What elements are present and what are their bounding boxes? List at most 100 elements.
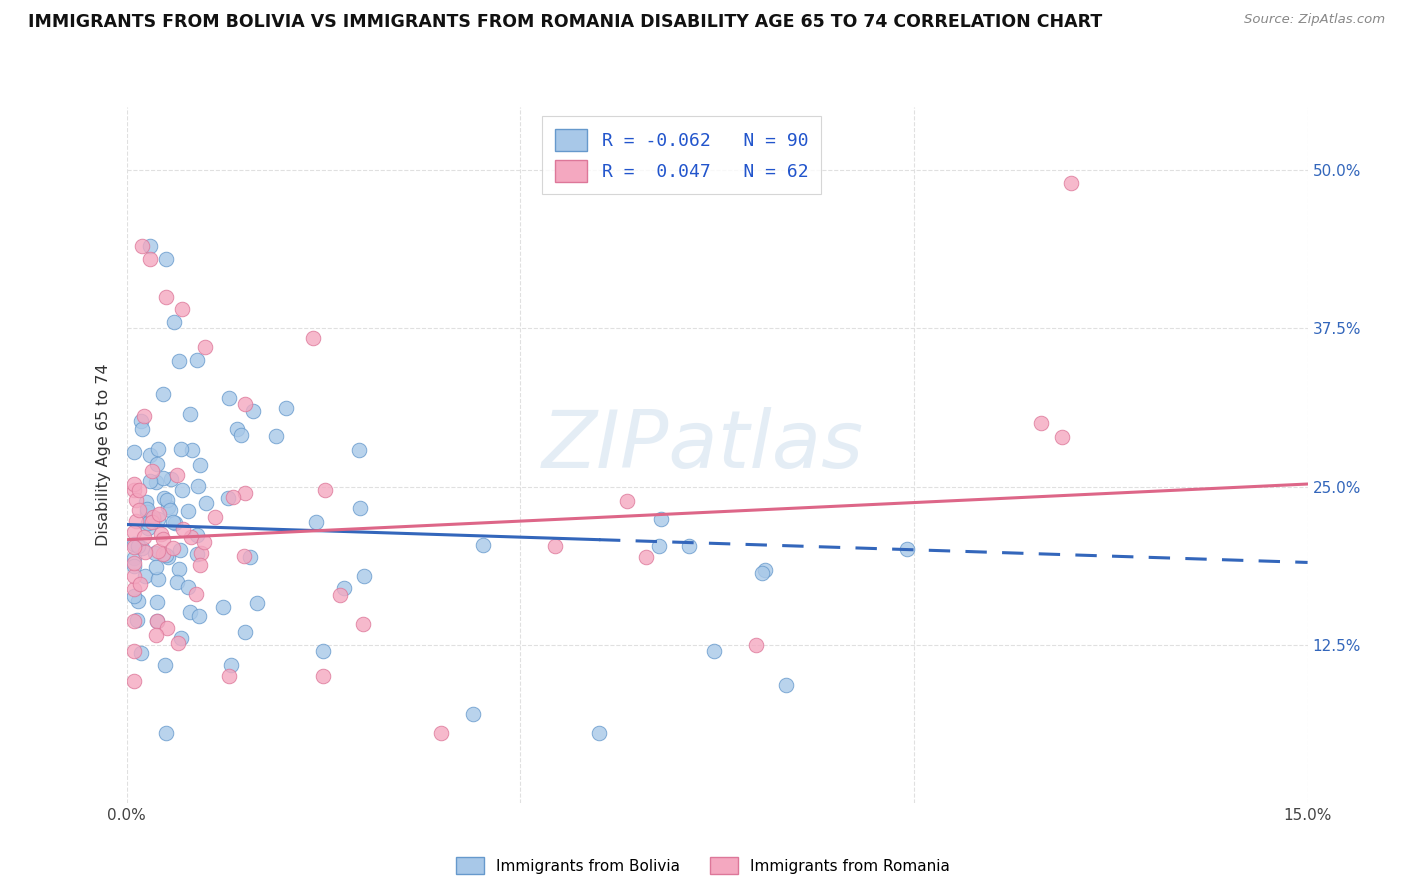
Point [169, 543, 191, 558]
Point [152, 387, 174, 401]
Point [544, 539, 567, 553]
Point [146, 614, 169, 628]
Text: Source: ZipAtlas.com: Source: ZipAtlas.com [1244, 13, 1385, 27]
Point [131, 541, 153, 555]
Point [190, 546, 212, 560]
Point [124, 537, 146, 551]
Point [648, 540, 671, 554]
Point [184, 587, 207, 601]
Text: ZIPatlas: ZIPatlas [541, 407, 865, 485]
Point [239, 550, 262, 565]
Point [233, 625, 256, 640]
Point [472, 538, 495, 552]
Point [179, 606, 201, 620]
Point [139, 252, 162, 266]
Point [135, 495, 157, 509]
Point [136, 505, 159, 519]
Point [187, 479, 209, 493]
Point [212, 599, 235, 614]
Point [159, 472, 181, 486]
Point [218, 391, 240, 405]
Point [156, 622, 179, 636]
Point [274, 401, 297, 416]
Point [179, 407, 201, 421]
Point [314, 483, 336, 497]
Point [170, 631, 193, 645]
Point [132, 530, 155, 544]
Point [233, 397, 256, 411]
Point [138, 474, 160, 488]
Point [264, 429, 287, 443]
Point [127, 594, 149, 608]
Point [148, 512, 170, 526]
Point [143, 546, 166, 560]
Point [134, 545, 156, 559]
Point [128, 483, 150, 498]
Point [157, 500, 180, 514]
Point [219, 657, 242, 672]
Point [301, 330, 323, 344]
Point [145, 628, 167, 642]
Point [146, 614, 169, 628]
Point [141, 515, 163, 529]
Point [124, 541, 146, 555]
Point [166, 574, 188, 589]
Point [124, 589, 146, 603]
Point [186, 353, 208, 368]
Point [650, 512, 672, 526]
Point [124, 643, 146, 657]
Point [152, 471, 174, 485]
Point [128, 503, 150, 517]
Point [430, 726, 453, 740]
Point [226, 422, 249, 436]
Point [177, 503, 200, 517]
Point [146, 595, 169, 609]
Point [124, 556, 146, 570]
Point [124, 551, 146, 566]
Point [127, 539, 149, 553]
Point [312, 644, 335, 658]
Point [134, 568, 156, 582]
Point [176, 580, 198, 594]
Point [775, 678, 797, 692]
Legend: R = -0.062   N = 90, R =  0.047   N = 62: R = -0.062 N = 90, R = 0.047 N = 62 [543, 116, 821, 194]
Point [172, 522, 194, 536]
Point [616, 494, 638, 508]
Point [163, 315, 186, 329]
Point [352, 616, 374, 631]
Point [162, 516, 184, 530]
Point [204, 510, 226, 524]
Point [127, 613, 149, 627]
Point [150, 526, 173, 541]
Point [124, 582, 146, 597]
Point [155, 252, 177, 266]
Point [329, 588, 352, 602]
Point [146, 458, 169, 472]
Point [246, 596, 269, 610]
Point [703, 644, 725, 658]
Text: IMMIGRANTS FROM BOLIVIA VS IMMIGRANTS FROM ROMANIA DISABILITY AGE 65 TO 74 CORRE: IMMIGRANTS FROM BOLIVIA VS IMMIGRANTS FR… [28, 13, 1102, 31]
Point [167, 562, 190, 576]
Point [139, 239, 162, 253]
Point [124, 673, 146, 688]
Legend: Immigrants from Bolivia, Immigrants from Romania: Immigrants from Bolivia, Immigrants from… [450, 851, 956, 880]
Point [141, 512, 163, 526]
Point [181, 443, 204, 458]
Point [231, 428, 253, 442]
Point [124, 477, 146, 491]
Point [305, 515, 328, 529]
Point [218, 669, 240, 683]
Point [148, 508, 170, 522]
Point [136, 516, 159, 530]
Point [634, 550, 657, 565]
Point [170, 302, 193, 317]
Point [162, 541, 184, 556]
Point [155, 290, 177, 304]
Point [166, 467, 188, 482]
Point [167, 354, 190, 368]
Point [145, 560, 167, 574]
Point [169, 442, 191, 456]
Point [124, 568, 146, 582]
Point [134, 409, 156, 424]
Point [233, 549, 256, 563]
